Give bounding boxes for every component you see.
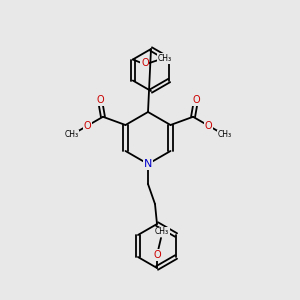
Text: O: O [96,95,104,105]
Text: CH₃: CH₃ [155,227,169,236]
Text: O: O [141,58,148,68]
Text: CH₃: CH₃ [217,130,231,139]
Text: O: O [192,95,200,105]
Text: CH₃: CH₃ [65,130,79,139]
Text: N: N [144,159,152,169]
Text: CH₃: CH₃ [158,54,172,63]
Text: O: O [205,121,212,131]
Text: O: O [153,250,161,260]
Text: O: O [83,121,91,131]
